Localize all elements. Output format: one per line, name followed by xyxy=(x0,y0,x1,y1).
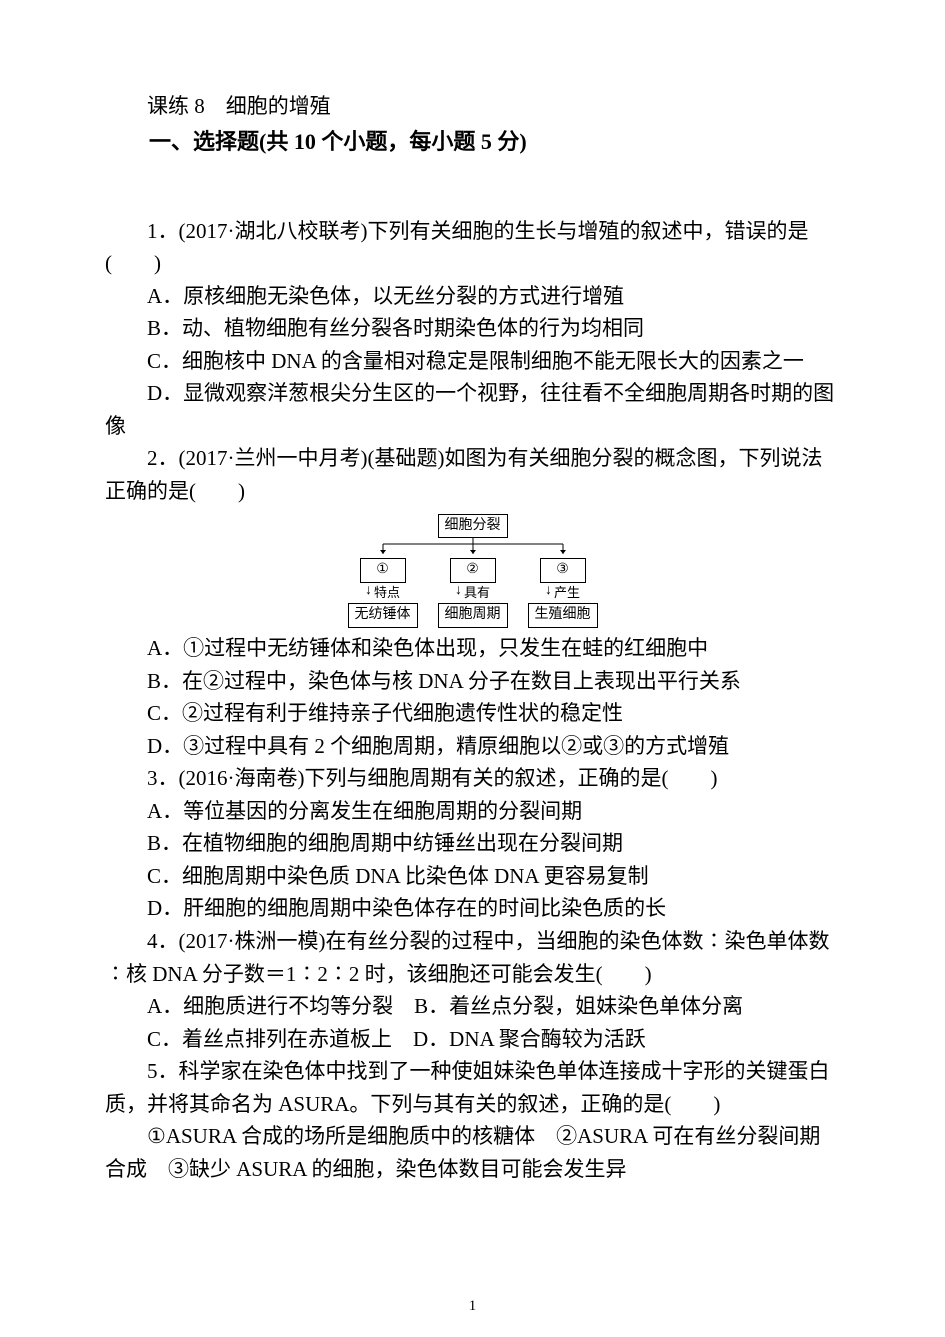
arrow-down-icon: ↓ xyxy=(365,584,372,598)
spacer xyxy=(105,159,840,215)
q4-opt-cd: C．着丝点排列在赤道板上 D．DNA 聚合酶较为活跃 xyxy=(105,1023,840,1056)
q1-stem: 1．(2017·湖北八校联考)下列有关细胞的生长与增殖的叙述中，错误的是( ) xyxy=(105,215,840,280)
diagram-col2-num: ② xyxy=(450,558,496,583)
q2-opt-b: B．在②过程中，染色体与核 DNA 分子在数目上表现出平行关系 xyxy=(105,665,840,698)
diagram-connectors xyxy=(343,538,603,558)
q4-opt-ab: A．细胞质进行不均等分裂 B．着丝点分裂，姐妹染色单体分离 xyxy=(105,990,840,1023)
arrow-down-icon: ↓ xyxy=(545,584,552,598)
diagram-col2-bottom: 细胞周期 xyxy=(438,603,508,628)
q3-opt-c: C．细胞周期中染色质 DNA 比染色体 DNA 更容易复制 xyxy=(105,860,840,893)
diagram-col3-side: 产生 xyxy=(554,583,580,603)
diagram-col-3: ③ ↓ 产生 生殖细胞 xyxy=(528,558,598,628)
q3-stem: 3．(2016·海南卷)下列与细胞周期有关的叙述，正确的是( ) xyxy=(105,762,840,795)
q2-opt-a: A．①过程中无纺锤体和染色体出现，只发生在蛙的红细胞中 xyxy=(105,632,840,665)
lesson-title: 课练 8 细胞的增殖 xyxy=(105,90,840,123)
section-header: 一、选择题(共 10 个小题，每小题 5 分) xyxy=(105,125,840,159)
page-number: 1 xyxy=(0,1298,945,1315)
q2-opt-d: D．③过程中具有 2 个细胞周期，精原细胞以②或③的方式增殖 xyxy=(105,730,840,763)
q5-line2: ①ASURA 合成的场所是细胞质中的核糖体 ②ASURA 可在有丝分裂间期合成 … xyxy=(105,1120,840,1185)
diagram-col1-bottom: 无纺锤体 xyxy=(348,603,418,628)
q2-stem: 2．(2017·兰州一中月考)(基础题)如图为有关细胞分裂的概念图，下列说法正确… xyxy=(105,442,840,507)
q5-stem: 5．科学家在染色体中找到了一种使姐妹染色单体连接成十字形的关键蛋白质，并将其命名… xyxy=(105,1055,840,1120)
q1-opt-c: C．细胞核中 DNA 的含量相对稳定是限制细胞不能无限长大的因素之一 xyxy=(105,345,840,378)
q1-opt-b: B．动、植物细胞有丝分裂各时期染色体的行为均相同 xyxy=(105,312,840,345)
diagram-col1-num: ① xyxy=(360,558,406,583)
q2-diagram: 细胞分裂 ① xyxy=(105,514,840,629)
q3-opt-b: B．在植物细胞的细胞周期中纺锤丝出现在分裂间期 xyxy=(105,827,840,860)
diagram-col-2: ② ↓ 具有 细胞周期 xyxy=(438,558,508,628)
diagram-col2-side: 具有 xyxy=(464,583,490,603)
diagram-col3-bottom: 生殖细胞 xyxy=(528,603,598,628)
q3-opt-a: A．等位基因的分离发生在细胞周期的分裂间期 xyxy=(105,795,840,828)
diagram-top-box: 细胞分裂 xyxy=(438,514,508,539)
q1-opt-a: A．原核细胞无染色体，以无丝分裂的方式进行增殖 xyxy=(105,280,840,313)
diagram-col3-num: ③ xyxy=(540,558,586,583)
arrow-down-icon: ↓ xyxy=(455,584,462,598)
q4-stem: 4．(2017·株洲一模)在有丝分裂的过程中，当细胞的染色体数∶染色单体数∶核 … xyxy=(105,925,840,990)
q1-opt-d: D．显微观察洋葱根尖分生区的一个视野，往往看不全细胞周期各时期的图像 xyxy=(105,377,840,442)
diagram-col-1: ① ↓ 特点 无纺锤体 xyxy=(348,558,418,628)
diagram-col1-side: 特点 xyxy=(374,583,400,603)
q2-opt-c: C．②过程有利于维持亲子代细胞遗传性状的稳定性 xyxy=(105,697,840,730)
q3-opt-d: D．肝细胞的细胞周期中染色体存在的时间比染色质的长 xyxy=(105,892,840,925)
